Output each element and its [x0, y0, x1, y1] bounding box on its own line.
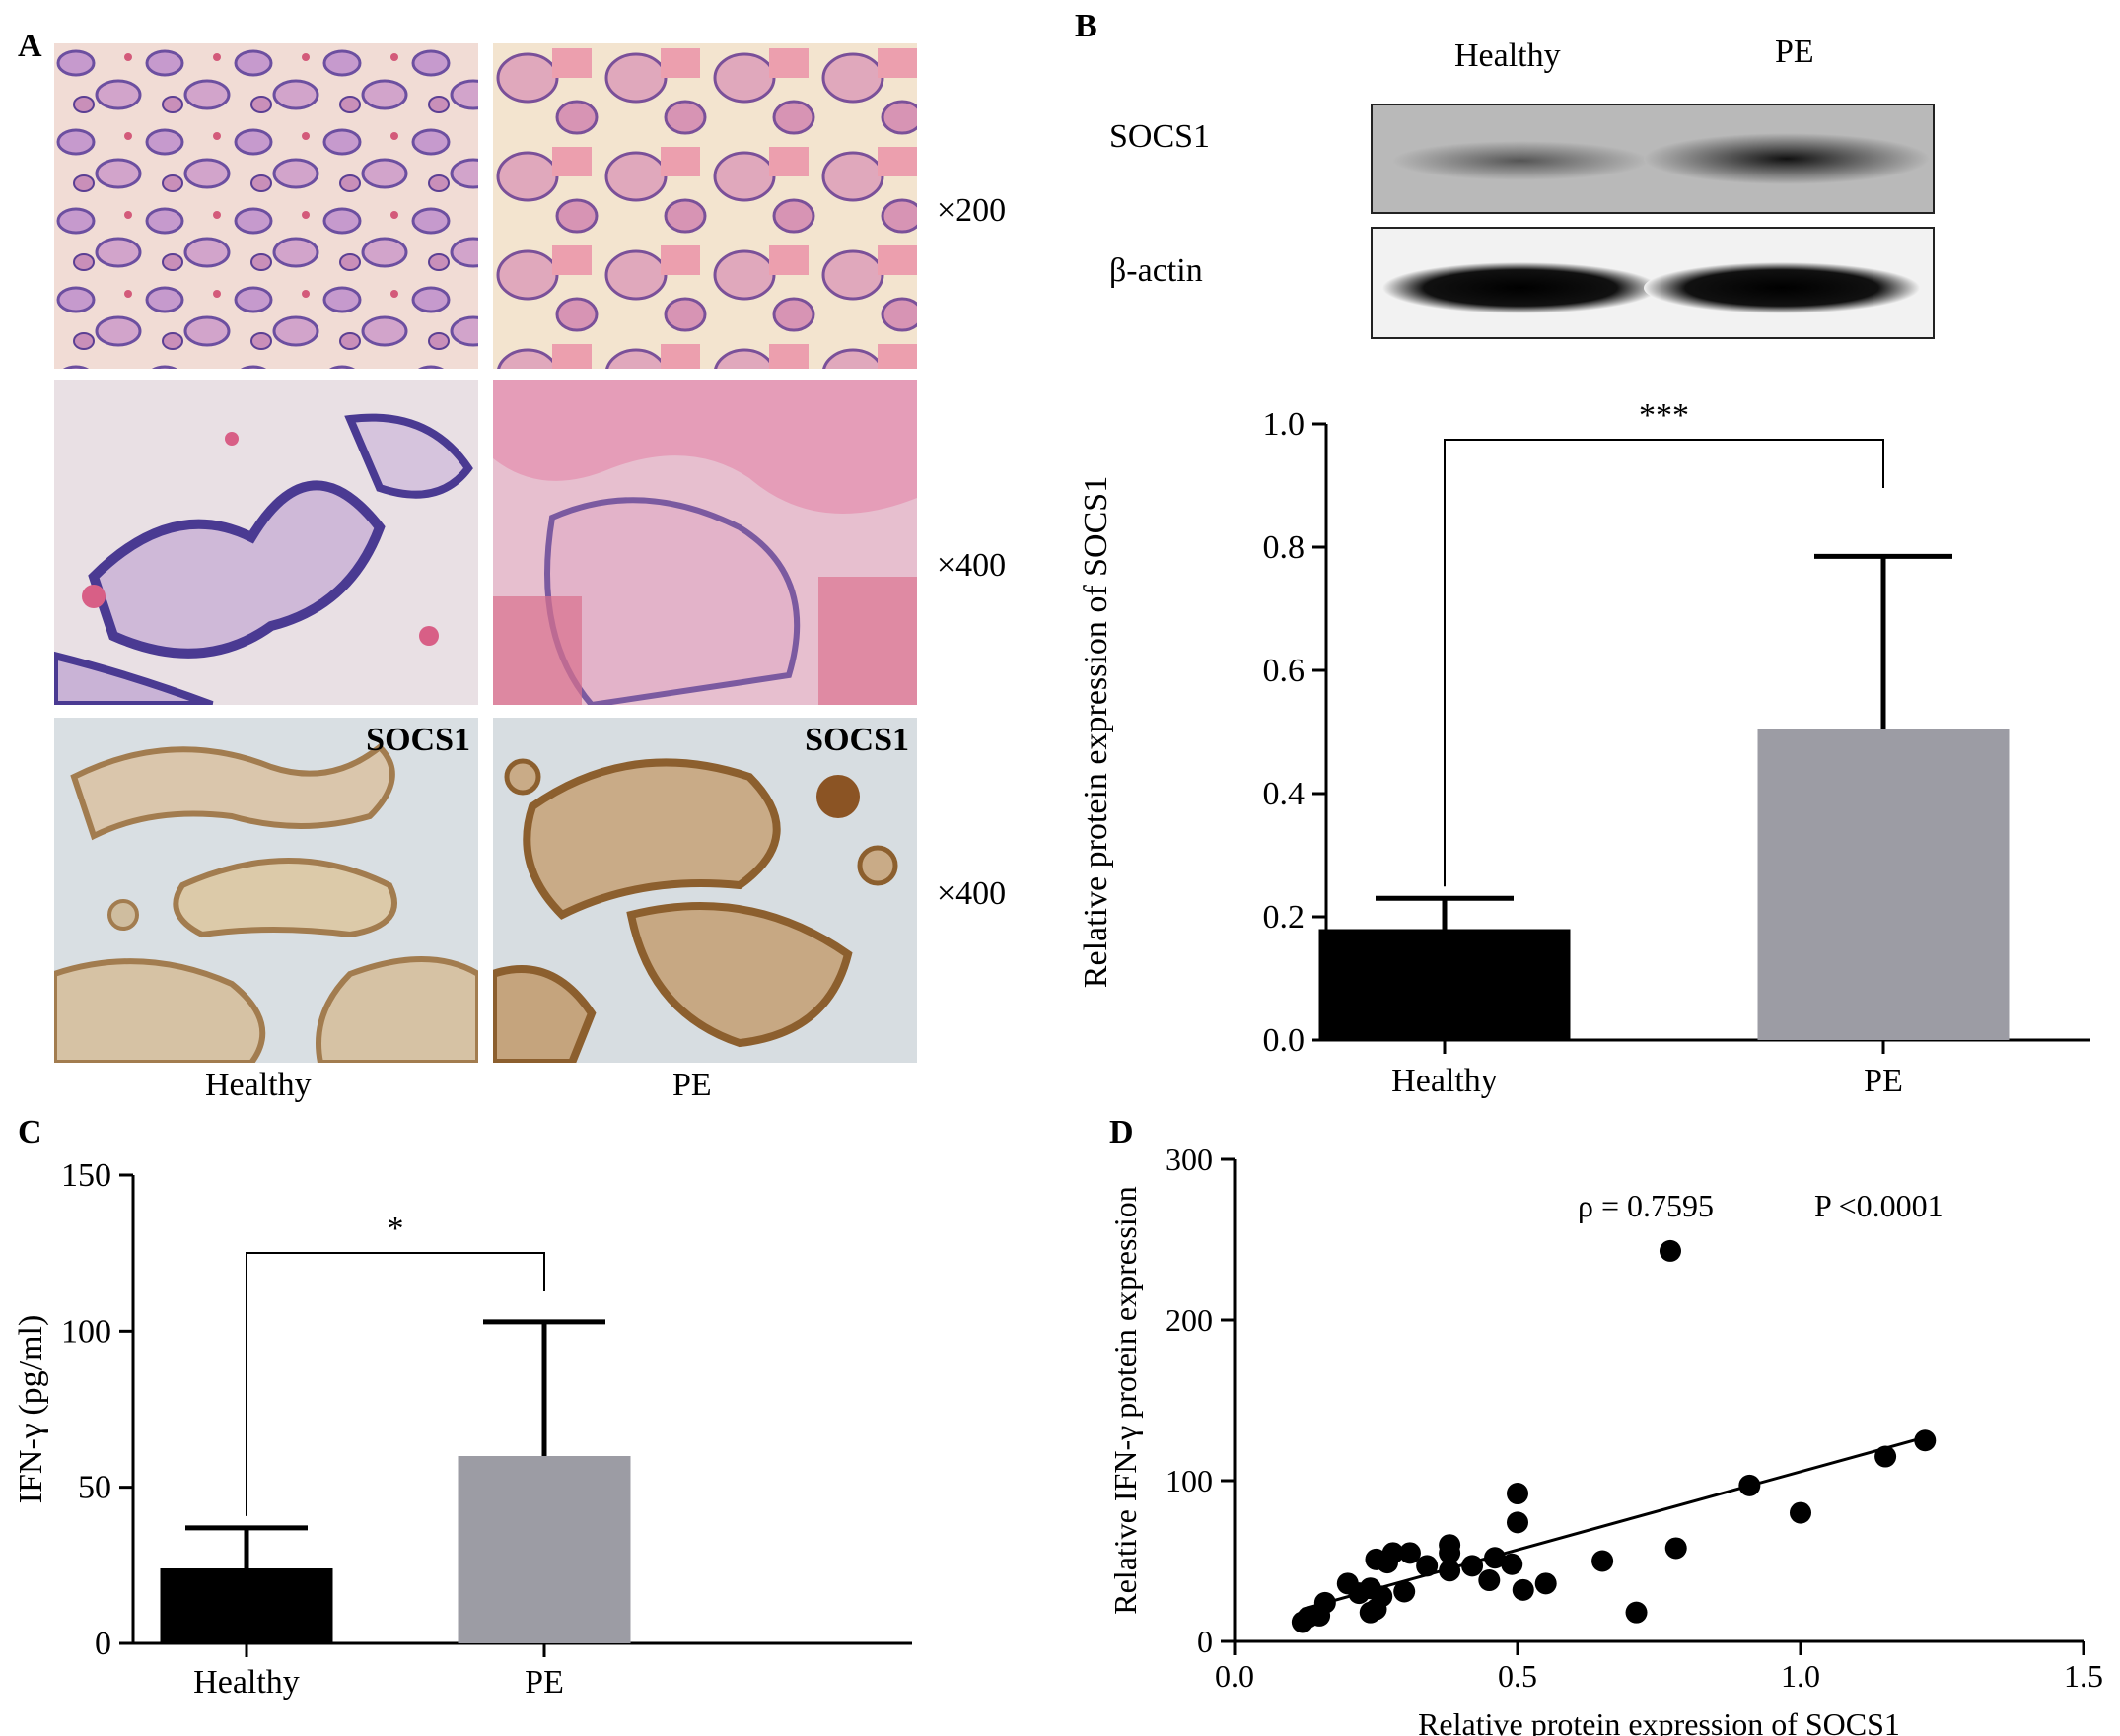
blot-row-beta-actin: β-actin — [1109, 252, 1203, 289]
x-tick-label: Healthy — [193, 1664, 300, 1701]
x-axis-label: Relative protein expression of SOCS1 — [1418, 1706, 1900, 1736]
panel-c-label: C — [18, 1114, 42, 1150]
scatter-point — [1439, 1534, 1461, 1557]
p-value: P <0.0001 — [1814, 1188, 1943, 1223]
scatter-point — [1501, 1553, 1523, 1575]
scatter-point — [1625, 1601, 1648, 1624]
bar-pe — [458, 1456, 631, 1643]
socs1-blot-image — [1371, 104, 1935, 214]
regression-line — [1302, 1435, 1926, 1611]
x-tick-label: 0.5 — [1498, 1658, 1537, 1694]
panel-d-label: D — [1109, 1114, 1134, 1150]
blot-lane-pe: PE — [1775, 34, 1814, 70]
socs1-bar-chart: 0.0 0.2 0.4 0.6 0.8 1.0 Relative protein expre… — [1078, 397, 2090, 1099]
scatter-point — [1507, 1511, 1528, 1534]
y-tick-label: 0.6 — [1263, 653, 1306, 689]
scatter-point — [1512, 1578, 1534, 1601]
y-tick-label: 100 — [61, 1313, 111, 1350]
scatter-point — [1439, 1560, 1461, 1582]
y-tick-label: 0.0 — [1263, 1022, 1306, 1059]
correlation-coefficient: ρ = 0.7595 — [1578, 1188, 1714, 1223]
column-label-healthy: Healthy — [205, 1067, 312, 1103]
scatter-point — [1381, 1542, 1404, 1564]
he-healthy-x200-image — [54, 43, 478, 369]
ihc-stain-label: SOCS1 — [366, 722, 470, 758]
significance-marker: * — [388, 1211, 404, 1247]
scatter-point — [1393, 1580, 1416, 1603]
blot-lane-healthy: Healthy — [1454, 37, 1561, 74]
y-axis-label: Relative IFN-γ protein expression — [1107, 1186, 1143, 1614]
x-tick-label: 1.0 — [1781, 1658, 1820, 1694]
scatter-point — [1738, 1474, 1761, 1496]
scatter-point — [1478, 1569, 1501, 1592]
panel-b-label: B — [1075, 8, 1097, 44]
bar-healthy — [160, 1568, 333, 1643]
bar-healthy — [1318, 929, 1571, 1040]
scatter-point — [1371, 1585, 1393, 1608]
y-tick-label: 0 — [95, 1626, 111, 1662]
blot-row-socs1: SOCS1 — [1109, 118, 1211, 155]
y-tick-label: 50 — [78, 1470, 111, 1506]
y-tick-label: 0 — [1197, 1624, 1213, 1659]
scatter-point — [1461, 1555, 1484, 1577]
x-tick-label: PE — [525, 1664, 564, 1701]
magnification-label: ×400 — [937, 547, 1007, 584]
ihc-healthy-socs1-image: SOCS1 — [54, 718, 478, 1063]
y-tick-label: 150 — [61, 1157, 111, 1194]
scatter-point — [1313, 1591, 1336, 1614]
y-tick-label: 0.4 — [1263, 776, 1306, 812]
y-tick-label: 0.8 — [1263, 529, 1306, 566]
scatter-point — [1790, 1501, 1811, 1524]
scatter-point — [1416, 1555, 1439, 1577]
y-axis-label: Relative protein expression of SOCS1 — [1078, 476, 1114, 988]
magnification-label: ×400 — [937, 875, 1007, 912]
he-pe-x200-image — [493, 43, 917, 369]
scatter-point — [1507, 1483, 1528, 1505]
ihc-stain-label: SOCS1 — [805, 722, 909, 758]
y-axis-label: IFN-γ (pg/ml) — [13, 1315, 49, 1504]
significance-marker: *** — [1639, 397, 1689, 434]
scatter-point — [1398, 1542, 1421, 1564]
x-tick-label: 0.0 — [1215, 1658, 1254, 1694]
scatter-point — [1591, 1550, 1614, 1572]
scatter-point — [1484, 1547, 1507, 1569]
column-label-pe: PE — [672, 1067, 712, 1103]
y-tick-label: 300 — [1166, 1142, 1213, 1177]
y-tick-label: 200 — [1166, 1302, 1213, 1338]
significance-bracket — [246, 1252, 545, 1516]
y-tick-label: 1.0 — [1263, 406, 1306, 443]
scatter-point — [1664, 1537, 1687, 1560]
x-tick-label: 1.5 — [2064, 1658, 2103, 1694]
ihc-pe-socs1-image: SOCS1 — [493, 718, 917, 1063]
magnification-label: ×200 — [937, 192, 1007, 229]
y-tick-label: 100 — [1166, 1463, 1213, 1498]
scatter-point — [1534, 1572, 1557, 1595]
panel-a-label: A — [18, 28, 42, 64]
scatter-point — [1874, 1445, 1897, 1468]
bar-pe — [1757, 729, 2010, 1040]
ifn-gamma-bar-chart: 0 50 100 150 IFN-γ (pg/ml) Healthy PE * — [13, 1157, 912, 1701]
he-pe-x400-image — [493, 380, 917, 705]
correlation-scatter-plot: 0 100 200 300 0.0 0.5 1.0 1.5 Relative protein e… — [1107, 1142, 2103, 1736]
scatter-point — [1914, 1429, 1937, 1452]
y-tick-label: 0.2 — [1263, 899, 1306, 936]
significance-bracket — [1444, 439, 1884, 887]
scatter-point — [1659, 1239, 1681, 1262]
x-tick-label: Healthy — [1391, 1063, 1498, 1099]
he-healthy-x400-image — [54, 380, 478, 705]
beta-actin-blot-image — [1371, 227, 1935, 339]
x-tick-label: PE — [1864, 1063, 1903, 1099]
